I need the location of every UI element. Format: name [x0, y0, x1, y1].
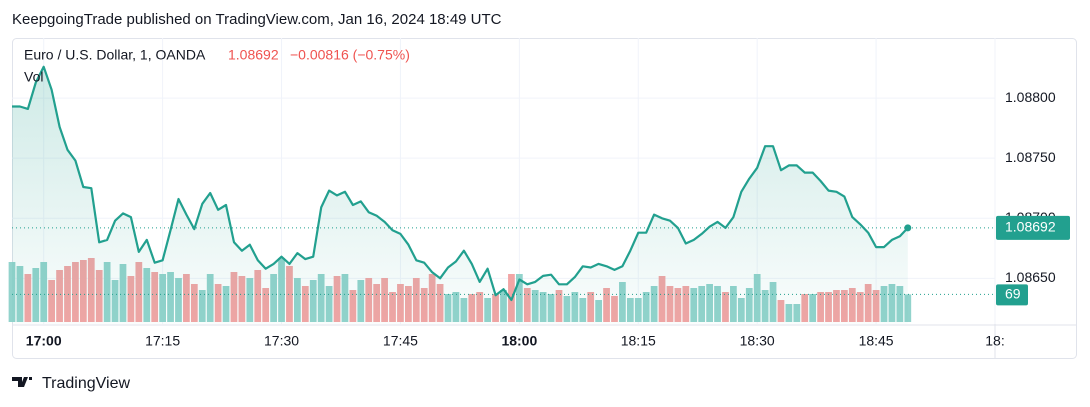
last-point	[904, 224, 912, 232]
volume-label: Vol	[24, 69, 43, 85]
x-tick-label: 18:15	[621, 333, 656, 349]
plot-area	[8, 38, 996, 325]
x-tick-label: 18:45	[859, 333, 894, 349]
publisher-line: KeepgoingTrade published on TradingView.…	[12, 11, 502, 28]
x-tick-label: 17:45	[383, 333, 418, 349]
x-tick-label: 18:30	[740, 333, 775, 349]
brand-name: TradingView	[42, 375, 130, 392]
x-tick-label: 18:	[985, 333, 1004, 349]
y-tick-label: 1.08650	[1005, 269, 1056, 285]
volume-badge-label: 69	[1005, 286, 1021, 302]
price-line	[12, 65, 909, 302]
y-tick-label: 1.08750	[1005, 149, 1056, 165]
price-badge	[996, 215, 1070, 240]
brand: TradingView	[12, 375, 130, 392]
volume-badge	[996, 284, 1028, 306]
brand-logo	[12, 377, 32, 387]
symbol-name: Euro / U.S. Dollar, 1, OANDA	[24, 47, 206, 63]
y-tick-label: 1.08800	[1005, 89, 1056, 105]
x-tick-label: 17:30	[264, 333, 299, 349]
x-tick-label: 17:15	[145, 333, 180, 349]
price-badge-label: 1.08692	[1005, 219, 1056, 235]
x-tick-label: 18:00	[501, 333, 537, 349]
x-tick-label: 17:00	[26, 333, 62, 349]
last-price: 1.08692	[228, 47, 279, 63]
price-change: −0.00816 (−0.75%)	[290, 47, 410, 63]
price-area	[12, 66, 908, 325]
